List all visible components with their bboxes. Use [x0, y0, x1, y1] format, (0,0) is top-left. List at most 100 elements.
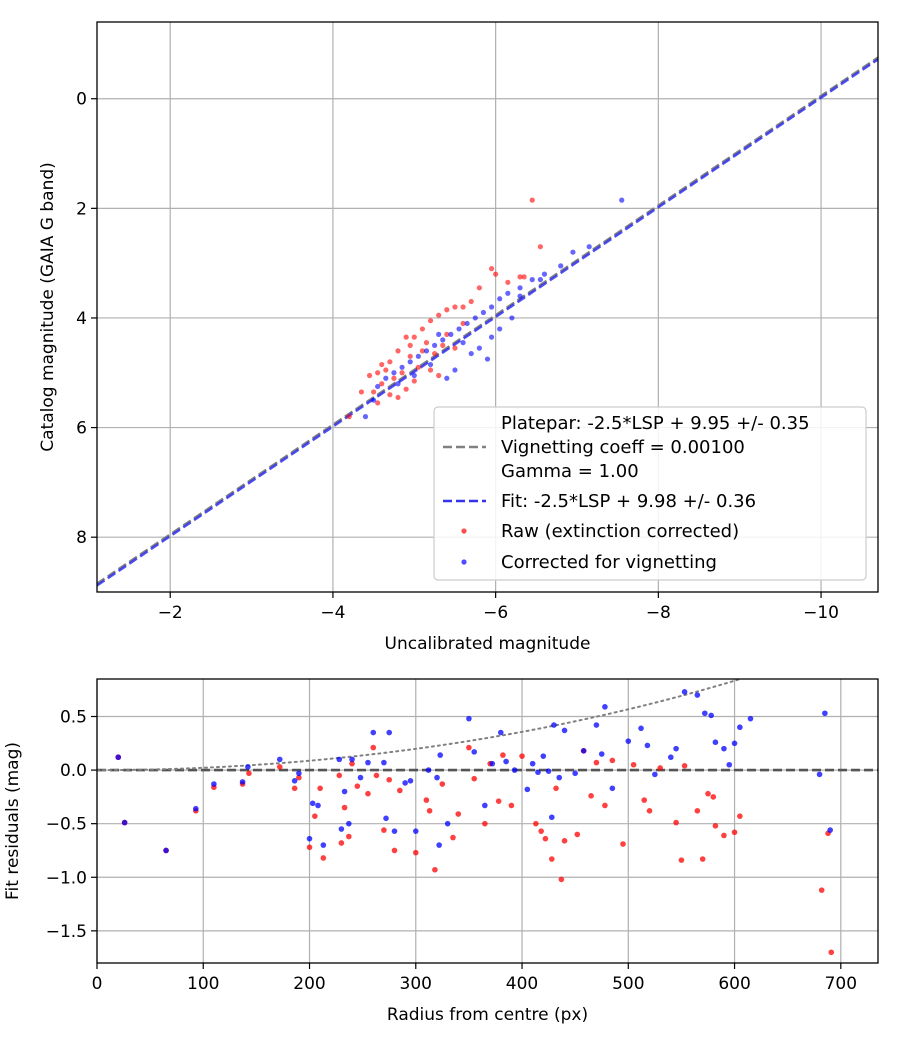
data-point	[365, 759, 371, 766]
data-point	[484, 356, 491, 362]
series-corrected-for-vignetting	[115, 689, 833, 854]
data-point	[425, 767, 432, 773]
data-point	[419, 348, 426, 354]
data-point	[705, 790, 711, 797]
data-point	[827, 827, 833, 833]
data-point	[407, 353, 413, 359]
data-point	[505, 290, 511, 296]
data-point	[708, 712, 714, 719]
data-point	[721, 745, 727, 752]
data-point	[336, 772, 343, 779]
data-point	[545, 768, 552, 774]
data-point	[411, 378, 417, 384]
legend-label: Raw (extinction corrected)	[501, 521, 739, 542]
data-point	[517, 285, 523, 291]
data-point	[712, 823, 719, 829]
line-vignetting-model	[97, 679, 744, 772]
data-point	[602, 704, 608, 710]
data-point	[306, 835, 313, 842]
data-point	[306, 844, 313, 851]
data-point	[822, 710, 828, 717]
data-point	[391, 375, 397, 381]
y-tick-label: 6	[76, 419, 87, 439]
data-point	[312, 813, 318, 819]
data-point	[497, 296, 503, 302]
data-point	[397, 787, 403, 794]
data-point	[358, 389, 364, 395]
data-point	[535, 769, 541, 776]
data-point	[482, 802, 488, 809]
legend-swatch	[461, 528, 467, 534]
data-point	[379, 381, 385, 387]
y-tick-label: 8	[76, 528, 87, 548]
legend-label: Gamma = 1.00	[501, 461, 639, 482]
data-point	[399, 370, 405, 376]
data-point	[508, 802, 515, 809]
data-point	[694, 692, 701, 698]
data-point	[341, 804, 348, 811]
legend: Platepar: -2.5*LSP + 9.95 +/- 0.35 Vignet…	[433, 406, 867, 581]
data-point	[638, 725, 644, 732]
data-point	[737, 724, 743, 731]
data-point	[245, 764, 251, 770]
data-point	[468, 350, 474, 357]
data-point	[668, 754, 674, 761]
x-axis-label: Radius from centre (px)	[387, 1005, 588, 1025]
data-point	[387, 359, 393, 365]
data-point	[386, 776, 393, 783]
x-tick-label: −2	[158, 603, 183, 623]
data-point	[529, 760, 536, 767]
data-point	[423, 340, 430, 346]
data-point	[657, 765, 663, 771]
y-tick-label: 2	[76, 199, 87, 219]
data-point	[437, 752, 444, 758]
legend-label: Corrected for vignetting	[501, 552, 717, 573]
x-tick-label: 500	[612, 974, 644, 994]
data-point	[572, 770, 578, 777]
data-point	[346, 820, 352, 827]
data-point	[580, 748, 587, 754]
data-point	[529, 197, 535, 203]
data-point	[602, 802, 608, 809]
data-point	[548, 856, 555, 862]
y-axis-label: Fit residuals (mag)	[3, 742, 23, 900]
data-point	[440, 337, 446, 343]
x-tick-label: 100	[187, 974, 219, 994]
data-point	[726, 761, 733, 768]
data-point	[412, 828, 419, 834]
data-point	[193, 805, 199, 812]
y-tick-label: 0.0	[60, 761, 87, 781]
plot-frame	[96, 678, 879, 964]
data-point	[291, 785, 298, 792]
y-tick-label: −1.5	[46, 922, 87, 942]
data-point	[644, 742, 651, 749]
bottom-chart: 0 100 200 300 400 500 600 700 0.5 0.0 −0.5 −1.0 −1.5…	[3, 678, 879, 1025]
data-point	[517, 293, 523, 299]
data-point	[163, 847, 169, 854]
data-point	[436, 331, 442, 337]
data-point	[452, 345, 458, 351]
data-point	[533, 820, 539, 827]
plot-frame	[96, 21, 879, 593]
data-point	[519, 753, 525, 759]
data-point	[503, 758, 509, 765]
data-point	[427, 361, 434, 368]
data-point	[556, 774, 563, 781]
data-point	[427, 367, 434, 373]
data-point	[336, 756, 343, 763]
data-point	[828, 949, 835, 956]
data-point	[460, 340, 466, 346]
data-point	[391, 370, 397, 376]
data-point	[412, 849, 419, 856]
data-point	[432, 350, 438, 357]
data-point	[432, 866, 438, 873]
data-point	[317, 785, 323, 792]
data-point	[460, 304, 466, 310]
data-point	[444, 331, 450, 337]
data-point	[395, 394, 401, 401]
data-point	[537, 244, 543, 250]
y-tick-label: −0.5	[46, 815, 87, 835]
data-point	[399, 364, 405, 370]
data-point	[370, 744, 377, 751]
